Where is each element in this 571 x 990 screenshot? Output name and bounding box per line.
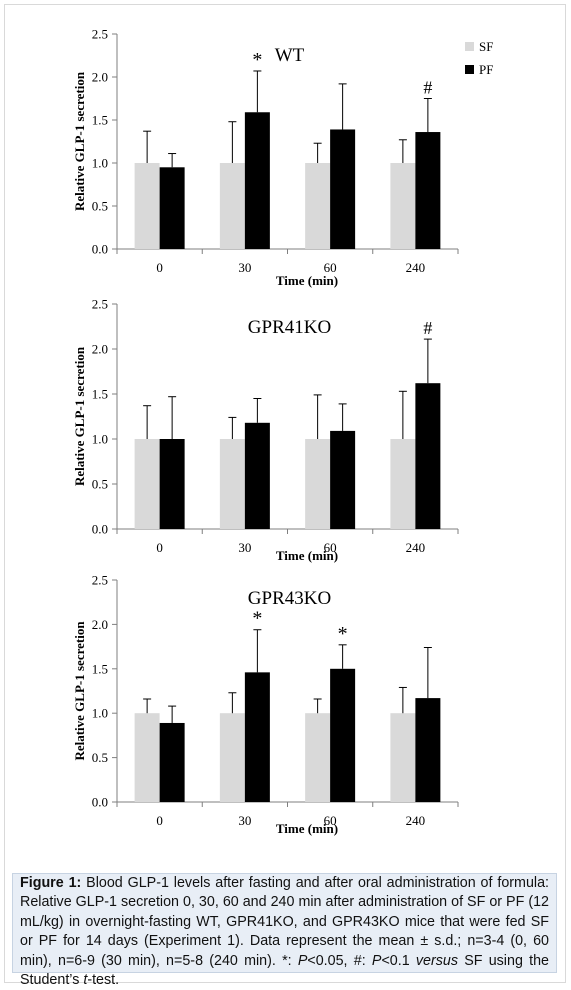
- x-axis-label: Time (min): [276, 548, 338, 563]
- figure-frame: [4, 4, 566, 983]
- figure-caption: Figure 1: Blood GLP-1 levels after fasti…: [12, 873, 557, 988]
- caption-versus: versus: [415, 952, 458, 969]
- y-tick-label: 1.5: [92, 661, 108, 676]
- y-tick-label: 0.5: [92, 750, 108, 765]
- chart-panel-2: GPR41KO 0.0 0.5 1.0 1.5 2.0 2.5 Relative GLP-1 …: [72, 297, 459, 563]
- chart-title: WT: [275, 45, 305, 66]
- bar-sf-60: [305, 163, 331, 249]
- y-tick-label: 2.0: [92, 342, 108, 357]
- x-tick-label: 240: [406, 813, 426, 828]
- x-tick-label: 0: [156, 813, 163, 828]
- caption-text-3: <0.1: [381, 952, 416, 969]
- bar-pf-60: [330, 430, 356, 529]
- chart-panel-1: WT 0.0 0.5 1.0 1.5 2.0 2.5 Relative GLP-1 secre…: [72, 27, 493, 289]
- y-tick-label: 2.0: [92, 617, 108, 632]
- y-tick-label: 0.0: [92, 242, 108, 257]
- bar-pf-240: [415, 132, 441, 249]
- chart-title: GPR43KO: [248, 588, 331, 609]
- caption-t-symbol: t: [83, 972, 88, 989]
- bar-pf-240: [415, 383, 441, 529]
- caption-figure-label: Figure 1:: [20, 875, 82, 891]
- y-tick-label: 1.0: [92, 156, 108, 171]
- y-tick-label: 1.5: [92, 387, 108, 402]
- bar-sf-60: [305, 713, 331, 802]
- bar-pf-0: [159, 722, 185, 802]
- x-tick-label: 240: [406, 260, 426, 275]
- bar-pf-30: [244, 112, 270, 249]
- x-tick-label: 60: [324, 813, 337, 828]
- x-tick-label: 30: [238, 813, 251, 828]
- caption-text-1: Blood GLP-1 levels after fasting and aft…: [20, 875, 549, 969]
- bar-pf-0: [159, 167, 185, 249]
- y-tick-label: 0.0: [92, 522, 108, 537]
- y-axis-label: Relative GLP-1 secretion: [72, 346, 87, 486]
- significance-mark: *: [252, 608, 262, 630]
- y-tick-label: 0.0: [92, 795, 108, 810]
- bar-sf-0: [134, 163, 160, 249]
- x-tick-label: 30: [238, 540, 251, 555]
- significance-mark: #: [423, 78, 432, 98]
- x-tick-label: 0: [156, 540, 163, 555]
- y-tick-label: 1.0: [92, 432, 108, 447]
- legend-swatch-sf: [465, 42, 474, 51]
- x-tick-label: 60: [324, 260, 337, 275]
- bar-sf-240: [390, 713, 416, 802]
- y-tick-label: 2.5: [92, 573, 108, 588]
- caption-text-5: -test.: [87, 972, 120, 989]
- x-axis-label: Time (min): [276, 273, 338, 288]
- bar-sf-240: [390, 439, 416, 529]
- legend-label-sf: SF: [479, 39, 493, 54]
- legend-swatch-pf: [465, 65, 474, 74]
- caption-p-symbol-2: P: [371, 952, 382, 969]
- x-tick-label: 60: [324, 540, 337, 555]
- chart-panel-3: GPR43KO 0.0 0.5 1.0 1.5 2.0 2.5 Relative GLP-1 …: [72, 573, 459, 836]
- bar-sf-240: [390, 163, 416, 249]
- bar-sf-30: [219, 163, 245, 249]
- figure-charts: WT 0.0 0.5 1.0 1.5 2.0 2.5 Relative GLP-1 secre…: [72, 27, 493, 837]
- x-tick-label: 240: [406, 540, 426, 555]
- caption-p-symbol-1: P: [297, 952, 308, 969]
- significance-mark: *: [338, 623, 348, 645]
- y-tick-label: 0.5: [92, 199, 108, 214]
- bar-pf-30: [244, 422, 270, 529]
- legend-label-pf: PF: [479, 62, 493, 77]
- y-axis-label: Relative GLP-1 secretion: [72, 621, 87, 761]
- y-axis-label: Relative GLP-1 secretion: [72, 71, 87, 211]
- bar-pf-240: [415, 698, 441, 802]
- y-tick-label: 1.0: [92, 706, 108, 721]
- y-tick-label: 0.5: [92, 477, 108, 492]
- bar-sf-30: [219, 713, 245, 802]
- bar-pf-60: [330, 668, 356, 802]
- bar-sf-0: [134, 713, 160, 802]
- bar-sf-0: [134, 439, 160, 529]
- chart-title: GPR41KO: [248, 317, 331, 338]
- caption-text-2: <0.05, #:: [307, 952, 372, 969]
- y-tick-label: 1.5: [92, 113, 108, 128]
- bar-pf-30: [244, 672, 270, 802]
- caption-text-4: SF using the Student’s: [20, 952, 549, 989]
- x-tick-label: 0: [156, 260, 163, 275]
- x-axis-label: Time (min): [276, 821, 338, 836]
- significance-mark: *: [252, 49, 262, 71]
- bar-pf-60: [330, 129, 356, 249]
- y-tick-label: 2.0: [92, 70, 108, 85]
- bar-pf-0: [159, 439, 185, 529]
- bar-sf-30: [219, 439, 245, 529]
- bar-sf-60: [305, 439, 331, 529]
- x-tick-label: 30: [238, 260, 251, 275]
- y-tick-label: 2.5: [92, 297, 108, 312]
- significance-mark: #: [423, 318, 432, 338]
- y-tick-label: 2.5: [92, 27, 108, 42]
